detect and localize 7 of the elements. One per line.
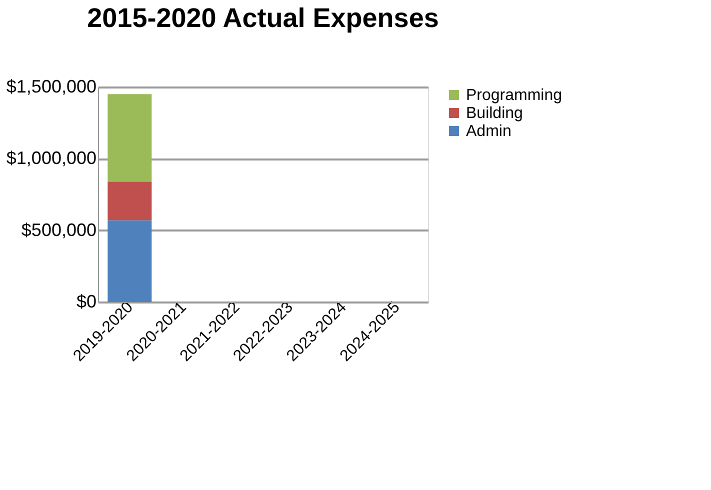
legend-label: Admin [466, 123, 512, 140]
y-tick-label: $1,000,000 [6, 148, 96, 168]
chart-title: 2015-2020 Actual Expenses [87, 3, 439, 33]
y-tick-label: $1,500,000 [6, 76, 96, 96]
y-tick-label: $500,000 [21, 220, 96, 240]
legend-label: Building [466, 105, 523, 122]
legend-label: Programming [466, 87, 562, 104]
